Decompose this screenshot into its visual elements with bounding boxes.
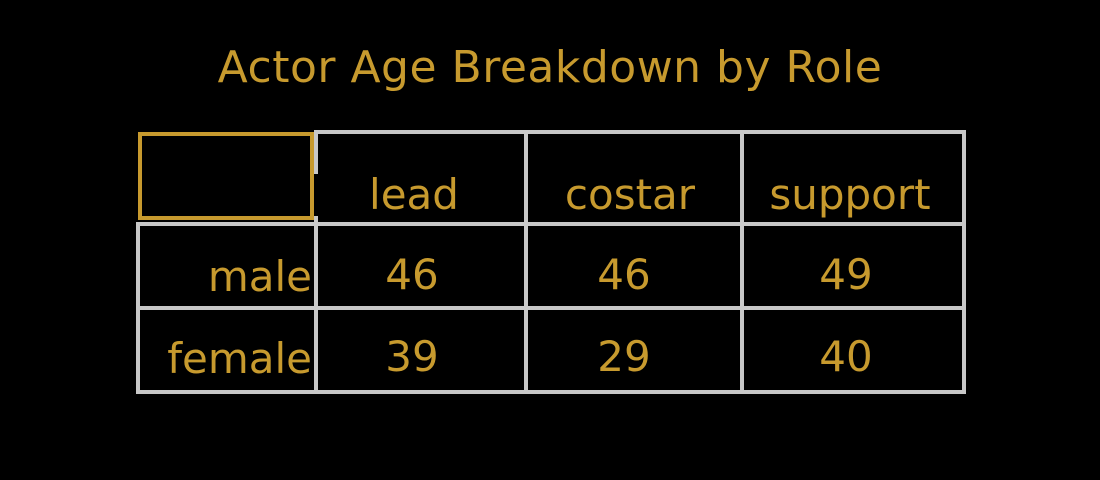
column-header-costar: costar <box>530 174 730 216</box>
grid-line-horizontal <box>136 390 966 394</box>
row-label-male: male <box>140 256 312 298</box>
table-cell-female-support: 40 <box>786 336 906 378</box>
table-cell-male-costar: 46 <box>564 254 684 296</box>
grid-line-horizontal <box>136 306 966 310</box>
grid-line-vertical <box>136 222 140 394</box>
table-cell-female-lead: 39 <box>352 336 472 378</box>
grid-line-vertical <box>524 130 528 394</box>
table-cell-female-costar: 29 <box>564 336 684 378</box>
grid-line-vertical <box>962 130 966 394</box>
grid-line-vertical <box>314 130 318 394</box>
column-header-lead: lead <box>314 174 514 216</box>
row-label-female: female <box>140 338 312 380</box>
corner-cell[interactable] <box>138 132 314 220</box>
chart-title: Actor Age Breakdown by Role <box>217 42 883 93</box>
table-cell-male-support: 49 <box>786 254 906 296</box>
grid-line-vertical <box>740 130 744 394</box>
grid-line-horizontal <box>314 130 966 134</box>
table-cell-male-lead: 46 <box>352 254 472 296</box>
grid-line-horizontal <box>136 222 966 226</box>
column-header-support: support <box>750 174 950 216</box>
